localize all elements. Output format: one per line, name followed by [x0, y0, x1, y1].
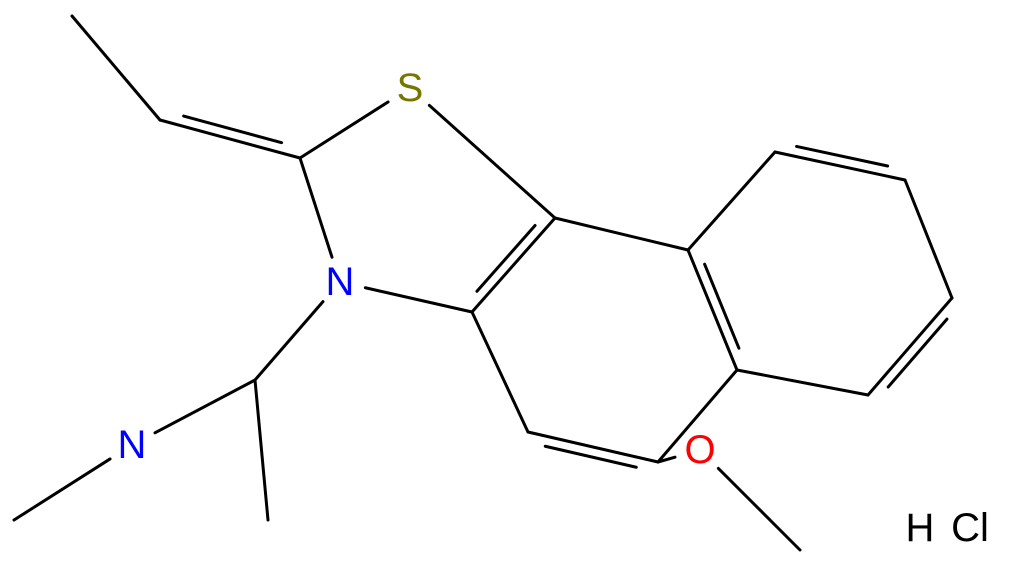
atom-label-s: S	[397, 66, 424, 110]
bond	[72, 16, 160, 120]
bond	[905, 180, 952, 298]
bond	[255, 380, 268, 520]
bond	[688, 152, 775, 250]
chemical-structure-svg: S N N O H Cl	[0, 0, 1023, 583]
bond-inner	[797, 146, 888, 166]
bonds-group	[14, 16, 952, 550]
bond	[555, 218, 688, 250]
bond	[300, 102, 388, 158]
bond	[429, 105, 555, 218]
bond	[718, 468, 800, 550]
bond-inner	[477, 225, 535, 291]
bond	[160, 120, 300, 158]
atom-label-n: N	[326, 260, 355, 304]
bond	[737, 370, 868, 395]
atom-label-h: H	[906, 506, 935, 550]
bond	[688, 250, 737, 370]
bond	[868, 298, 952, 395]
bond	[300, 158, 332, 257]
bond-inner	[888, 319, 947, 387]
bond	[365, 288, 472, 312]
atom-label-n: N	[118, 423, 147, 467]
bond	[14, 459, 110, 520]
bond	[155, 380, 255, 433]
atoms-group: S N N O H Cl	[118, 66, 989, 550]
bond	[255, 302, 323, 380]
bond-inner	[545, 446, 636, 467]
atom-label-cl: Cl	[951, 506, 989, 550]
bond	[472, 312, 528, 432]
bond	[472, 218, 555, 312]
atom-label-o: O	[684, 428, 715, 472]
